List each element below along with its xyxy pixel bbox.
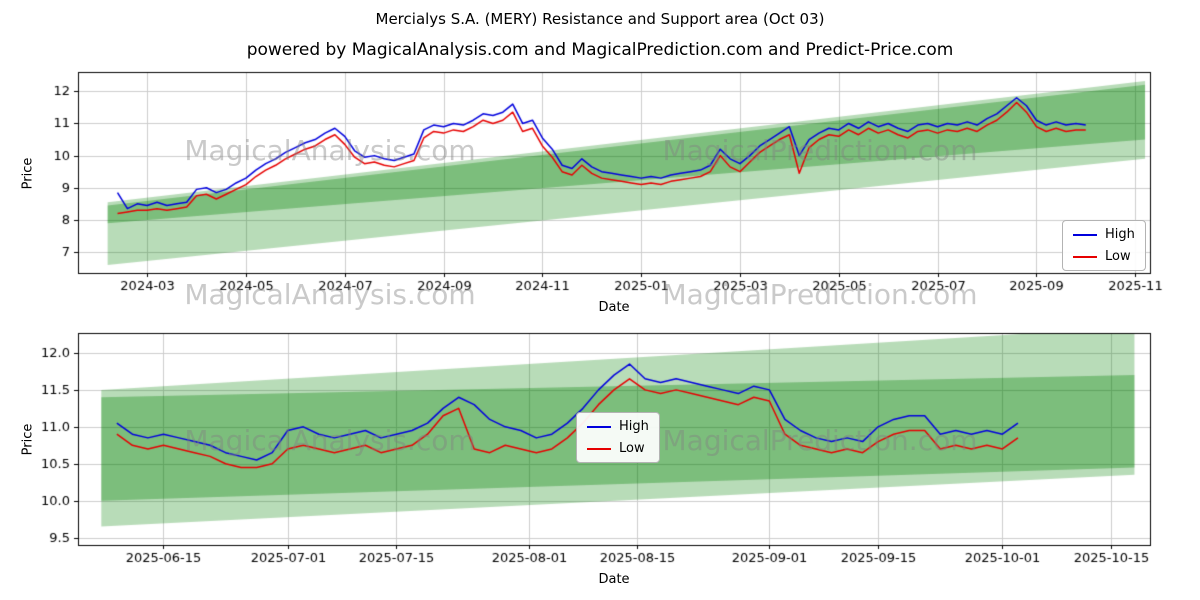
legend-item-high: High — [587, 419, 649, 434]
high-line-swatch — [1073, 233, 1097, 236]
legend-low-label: Low — [1105, 249, 1131, 264]
page-title: Mercialys S.A. (MERY) Resistance and Sup… — [375, 10, 825, 28]
legend-high-label: High — [1105, 227, 1135, 242]
top-xaxis-label: Date — [598, 300, 630, 315]
legend: High Low — [1062, 220, 1146, 271]
page-subtitle: powered by MagicalAnalysis.com and Magic… — [246, 40, 954, 60]
top-yaxis-label: Price — [20, 157, 36, 190]
legend: High Low — [576, 412, 660, 463]
low-line-swatch — [1073, 255, 1097, 258]
legend-item-high: High — [1073, 227, 1135, 242]
legend-high-label: High — [619, 419, 649, 434]
high-line-swatch — [587, 425, 611, 428]
low-line-swatch — [587, 447, 611, 450]
legend-item-low: Low — [1073, 249, 1135, 264]
legend-item-low: Low — [587, 441, 649, 456]
bottom-yaxis-label: Price — [20, 423, 36, 456]
legend-low-label: Low — [619, 441, 645, 456]
bottom-xaxis-label: Date — [598, 572, 630, 587]
